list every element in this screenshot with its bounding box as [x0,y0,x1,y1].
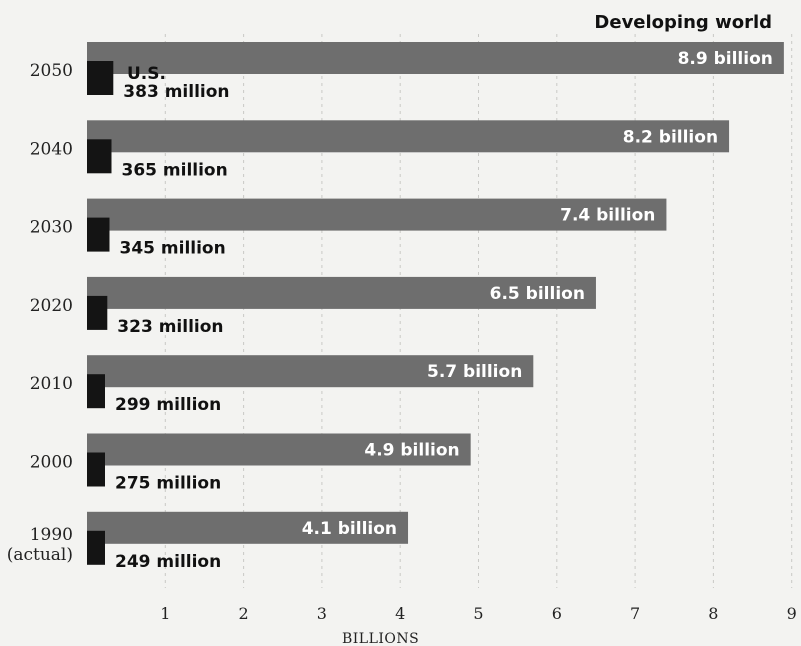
bar-developing-world [87,511,409,544]
x-axis-title: BILLIONS [342,631,419,646]
year-label: 2040 [30,139,73,159]
bar-label-us: 275 million [115,474,221,494]
bar-us [87,139,112,174]
x-tick-label: 4 [395,604,405,623]
bar-us [87,530,105,565]
bar-label-us: 345 million [120,239,226,259]
bar-label-developing-world: 5.7 billion [427,362,522,382]
year-label: 2000 [30,453,73,473]
bar-label-us: 323 million [117,317,223,337]
x-tick-label: 7 [630,604,640,623]
bar-us [87,217,110,252]
bar-us [87,61,114,95]
x-tick-label: 5 [473,604,483,623]
bar-developing-world [87,120,730,153]
year-label-note: (actual) [7,545,73,565]
x-tick-label: 9 [787,604,797,623]
bar-label-us: 383 million [123,82,229,102]
bar-label-developing-world: 4.9 billion [364,441,459,461]
x-tick-label: 1 [160,604,170,623]
year-label: 2050 [30,61,73,81]
bar-label-developing-world: 8.2 billion [623,127,718,147]
bar-developing-world [87,355,534,388]
bar-developing-world [87,433,471,466]
x-tick-label: 8 [708,604,718,623]
year-label: 2020 [30,296,73,316]
year-label: 1990 [30,525,73,545]
year-label: 2010 [30,374,73,394]
x-tick-label: 6 [552,604,562,623]
bar-developing-world [87,42,784,74]
bar-label-developing-world: 6.5 billion [490,284,585,304]
bar-label-developing-world: 8.9 billion [678,49,773,69]
bar-label-developing-world: 4.1 billion [302,519,397,539]
x-tick-label: 2 [239,604,249,623]
bar-developing-world [87,198,667,231]
bar-label-developing-world: 7.4 billion [560,206,655,226]
year-label: 2030 [30,218,73,238]
bar-label-us: 299 million [115,395,221,415]
bar-label-us: 365 million [122,160,228,180]
bar-developing-world [87,276,596,309]
bar-label-us: 249 million [115,552,221,572]
series-name-developing-world: Developing world [594,12,772,33]
x-tick-label: 3 [317,604,327,623]
bar-us [87,452,105,487]
series-name-us: U.S. [127,64,166,84]
bar-us [87,295,108,330]
bar-us [87,374,105,409]
